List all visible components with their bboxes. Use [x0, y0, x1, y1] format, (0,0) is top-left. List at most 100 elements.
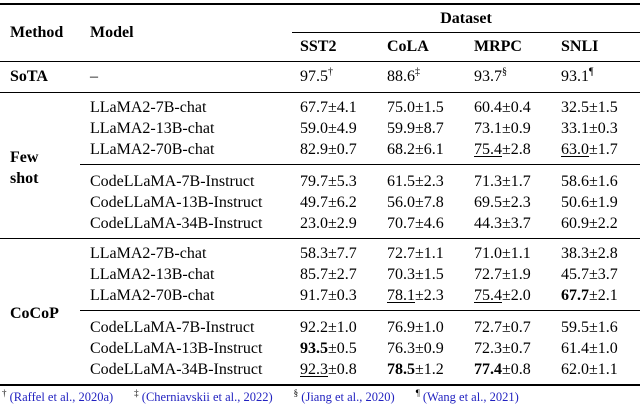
- score-cell: 72.7±0.7: [466, 311, 553, 339]
- score-stddev: ±0.4: [502, 98, 531, 116]
- col-header-model: Model: [80, 4, 292, 62]
- score-stddev: ±2.8: [502, 140, 531, 158]
- score-stddev: ±0.7: [328, 140, 357, 158]
- score-stddev: ±8.7: [415, 119, 444, 137]
- score-cell: 60.4±0.4: [466, 93, 553, 119]
- score-value: 60.4: [474, 98, 502, 116]
- score-value: 92.2: [300, 318, 328, 336]
- score-value: 33.1: [561, 119, 589, 137]
- score-stddev: ±1.5: [415, 98, 444, 116]
- score-stddev: ±6.1: [415, 140, 444, 158]
- citation-link[interactable]: (Raffel et al., 2020a): [9, 390, 114, 404]
- score-stddev: ±1.2: [415, 360, 444, 378]
- result-row: LLaMA2-13B-chat 59.0±4.9 59.9±8.7 73.1±0.9 3…: [0, 118, 640, 139]
- footnotes-row: † (Raffel et al., 2020a) ‡ (Cherniavskii …: [2, 387, 640, 405]
- score-stddev: ±7.7: [328, 244, 357, 262]
- score-cell: 97.5†: [292, 61, 379, 93]
- model-label: CodeLLaMA-7B-Instruct: [90, 318, 255, 336]
- model-label: LLaMA2-7B-chat: [90, 244, 207, 262]
- score-cell: 75.4±2.8: [466, 139, 553, 165]
- score-stddev: ±2.1: [589, 286, 618, 304]
- score-cell: 82.9±0.7: [292, 139, 379, 165]
- score-value: 61.4: [561, 339, 589, 357]
- score-stddev: ±4.1: [328, 98, 357, 116]
- score-cell: 58.6±1.6: [553, 165, 640, 193]
- score-cell: 59.5±1.6: [553, 311, 640, 339]
- score-value: 85.7: [300, 265, 328, 283]
- result-row: LLaMA2-13B-chat 85.7±2.7 70.3±1.5 72.7±1.9 4…: [0, 264, 640, 285]
- score-value: 72.7: [474, 265, 502, 283]
- score-cell: 50.6±1.9: [553, 192, 640, 213]
- model-label: LLaMA2-70B-chat: [80, 139, 292, 165]
- citation-link[interactable]: (Jiang et al., 2020): [301, 390, 395, 404]
- score-value: 76.9: [387, 318, 415, 336]
- model-label: CodeLLaMA-7B-Instruct: [90, 172, 255, 190]
- score-cell: 73.1±0.9: [466, 118, 553, 139]
- header-row-datasets: SST2 CoLA MRPC SNLI: [0, 32, 640, 62]
- score-stddev: ±1.0: [415, 318, 444, 336]
- result-row: CodeLLaMA-34B-Instruct 92.3±0.8 78.5±1.2 77…: [0, 359, 640, 386]
- model-label: LLaMA2-7B-chat: [90, 98, 207, 116]
- score-stddev: ±0.5: [328, 339, 357, 357]
- score-cell: 78.5±1.2: [379, 359, 466, 386]
- sota-row: SoTA –97.5† 88.6‡ 93.7§ 93.1¶: [0, 61, 640, 93]
- score-cell: 69.5±2.3: [466, 192, 553, 213]
- score-value: 93.1: [561, 68, 589, 85]
- score-cell: 56.0±7.8: [379, 192, 466, 213]
- score-value: 59.0: [300, 119, 328, 137]
- citation-link[interactable]: (Cherniavskii et al., 2022): [141, 390, 273, 404]
- footnote-marker: ¶: [589, 66, 594, 78]
- score-stddev: ±1.0: [328, 318, 357, 336]
- footnote-marker: †: [328, 66, 333, 78]
- score-cell: 76.9±1.0: [379, 311, 466, 339]
- score-stddev: ±2.9: [328, 214, 357, 232]
- results-table: Method Model Dataset SST2 CoLA MRPC SNLI…: [0, 3, 640, 386]
- score-value: 78.1: [387, 286, 415, 304]
- score-cell: 88.6‡: [379, 61, 466, 93]
- score-value: 76.3: [387, 339, 415, 357]
- score-stddev: ±1.6: [589, 172, 618, 190]
- score-value: 68.2: [387, 140, 415, 158]
- score-cell: 59.0±4.9: [292, 118, 379, 139]
- footnote-marker: ¶: [415, 387, 420, 398]
- col-header-cola: CoLA: [379, 32, 466, 62]
- model-label: –: [80, 61, 292, 93]
- score-cell: 79.7±5.3: [292, 165, 379, 193]
- score-value: 58.3: [300, 244, 328, 262]
- score-value: 50.6: [561, 193, 589, 211]
- score-cell: 70.7±4.6: [379, 213, 466, 239]
- score-stddev: ±0.9: [415, 339, 444, 357]
- score-value: 59.5: [561, 318, 589, 336]
- score-stddev: ±1.9: [589, 193, 618, 211]
- score-cell: 61.5±2.3: [379, 165, 466, 193]
- score-stddev: ±1.7: [502, 172, 531, 190]
- score-cell: 78.1±2.3: [379, 285, 466, 311]
- result-row: CodeLLaMA-7B-Instruct 92.2±1.0 76.9±1.0 72.…: [0, 311, 640, 339]
- score-stddev: ±0.7: [502, 318, 531, 336]
- score-value: 69.5: [474, 193, 502, 211]
- method-label-line: CoCoP: [10, 305, 59, 322]
- score-cell: 75.4±2.0: [466, 285, 553, 311]
- result-row: LLaMA2-70B-chat 82.9±0.7 68.2±6.1 75.4±2.8 6…: [0, 139, 640, 165]
- footnote-marker: †: [2, 387, 7, 398]
- model-label: LLaMA2-13B-chat: [90, 265, 215, 283]
- result-row: CodeLLaMA-13B-Instruct 49.7±6.2 56.0±7.8 69…: [0, 192, 640, 213]
- score-stddev: ±4.6: [415, 214, 444, 232]
- citation-link[interactable]: (Wang et al., 2021): [422, 390, 519, 404]
- score-cell: 72.3±0.7: [466, 338, 553, 359]
- score-cell: 49.7±6.2: [292, 192, 379, 213]
- score-cell: 61.4±1.0: [553, 338, 640, 359]
- score-value: 72.7: [387, 244, 415, 262]
- result-row: Few shot LLaMA2-7B-chat 67.7±4.1 75.0±1.5 60.…: [0, 92, 640, 239]
- result-row: CoCoP LLaMA2-7B-chat 58.3±7.7 72.7±1.1 71.0±…: [0, 238, 640, 386]
- result-row: CodeLLaMA-13B-Instruct 93.5±0.5 76.3±0.9 72…: [0, 338, 640, 359]
- footnote-marker: ‡: [415, 66, 420, 78]
- score-value: 61.5: [387, 172, 415, 190]
- score-cell: 67.7±2.1: [553, 285, 640, 311]
- score-stddev: ±2.0: [502, 286, 531, 304]
- col-header-method: Method: [0, 4, 80, 62]
- result-row: CodeLLaMA-7B-Instruct 79.7±5.3 61.5±2.3 71.…: [0, 165, 640, 193]
- score-value: 62.0: [561, 360, 589, 378]
- result-row: LLaMA2-70B-chat 91.7±0.3 78.1±2.3 75.4±2.0 6…: [0, 285, 640, 311]
